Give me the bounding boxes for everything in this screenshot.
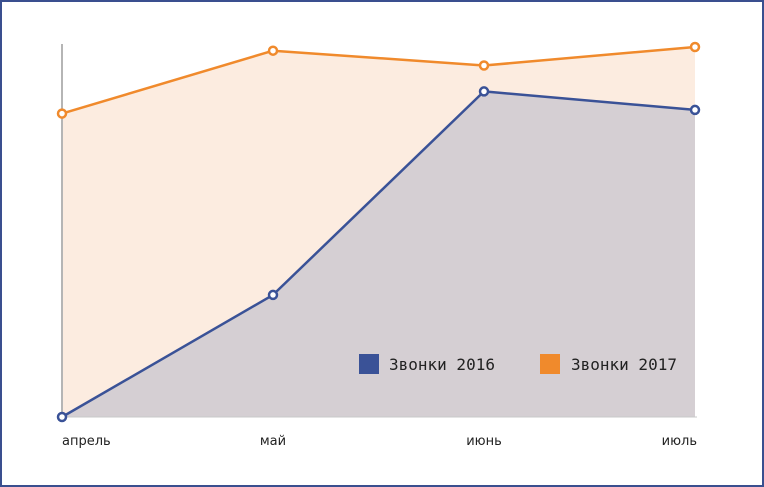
series-points [56, 41, 701, 423]
data-point-series-1-2 [478, 60, 490, 71]
x-tick-label: май [260, 434, 286, 449]
line-series-1 [61, 45, 696, 115]
data-point-series-1-3 [689, 41, 701, 53]
area-series-0 [62, 91, 695, 418]
data-point-series-0-1 [267, 289, 279, 301]
legend-swatch-2016 [359, 354, 379, 374]
x-tick-label: июнь [466, 434, 502, 449]
legend-swatch-2017 [540, 354, 560, 374]
x-tick-labels: апрель май июнь июль [62, 434, 697, 449]
line-series-0 [61, 90, 696, 419]
legend-label-2017: Звонки 2017 [571, 355, 677, 374]
legend: Звонки 2016 Звонки 2017 [359, 354, 677, 374]
legend-label-2016: Звонки 2016 [389, 355, 495, 374]
data-point-series-0-3 [689, 104, 701, 116]
data-point-series-0-2 [478, 86, 490, 97]
data-point-series-0-0 [56, 411, 68, 423]
x-tick-label: июль [662, 434, 697, 449]
data-point-series-1-0 [56, 108, 68, 119]
data-point-series-1-1 [267, 45, 279, 56]
x-tick-label: апрель [62, 434, 111, 449]
series-lines [61, 45, 696, 419]
